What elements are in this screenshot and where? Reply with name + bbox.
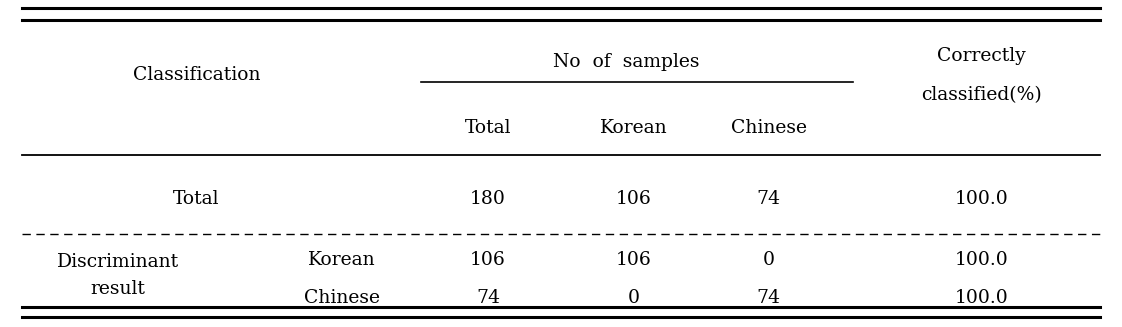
Text: 180: 180	[470, 190, 506, 209]
Text: classified(%): classified(%)	[921, 86, 1042, 104]
Text: 100.0: 100.0	[955, 288, 1009, 307]
Text: Korean: Korean	[600, 118, 668, 137]
Text: result: result	[91, 280, 145, 299]
Text: 0: 0	[763, 251, 774, 269]
Text: Classification: Classification	[132, 66, 260, 84]
Text: 100.0: 100.0	[955, 251, 1009, 269]
Text: 100.0: 100.0	[955, 190, 1009, 209]
Text: 106: 106	[616, 190, 652, 209]
Text: 74: 74	[756, 288, 781, 307]
Text: 0: 0	[628, 288, 640, 307]
Text: 106: 106	[470, 251, 506, 269]
Text: Chinese: Chinese	[730, 118, 807, 137]
Text: Korean: Korean	[309, 251, 376, 269]
Text: 106: 106	[616, 251, 652, 269]
Text: Discriminant: Discriminant	[57, 252, 178, 271]
Text: Total: Total	[173, 190, 220, 209]
Text: Total: Total	[465, 118, 512, 137]
Text: Chinese: Chinese	[304, 288, 380, 307]
Text: No  of  samples: No of samples	[553, 53, 699, 71]
Text: 74: 74	[756, 190, 781, 209]
Text: 74: 74	[476, 288, 500, 307]
Text: Correctly: Correctly	[937, 46, 1027, 65]
